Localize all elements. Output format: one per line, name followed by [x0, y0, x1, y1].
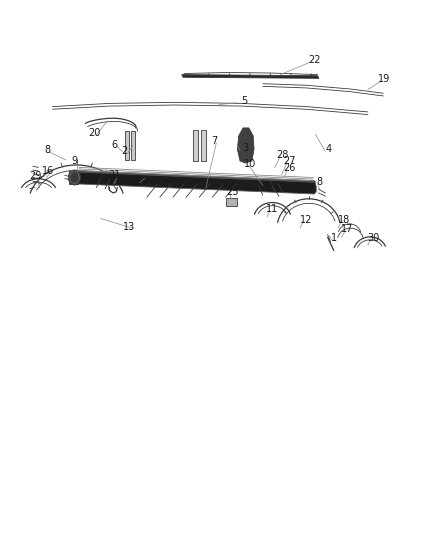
Text: 13: 13	[123, 222, 135, 231]
Text: 3: 3	[242, 143, 248, 153]
Text: 26: 26	[283, 163, 295, 173]
Polygon shape	[131, 131, 135, 160]
Text: 21: 21	[109, 170, 121, 180]
Text: 27: 27	[283, 156, 295, 166]
Text: 4: 4	[325, 144, 332, 154]
Polygon shape	[125, 131, 129, 160]
Text: 16: 16	[42, 166, 54, 175]
Polygon shape	[69, 171, 316, 194]
Polygon shape	[226, 198, 237, 206]
Text: 22: 22	[308, 55, 321, 64]
Text: 28: 28	[276, 150, 289, 159]
Text: 29: 29	[29, 171, 41, 181]
Text: 10: 10	[244, 159, 257, 168]
Text: 9: 9	[71, 156, 78, 166]
Text: 18: 18	[338, 215, 350, 224]
Text: 2: 2	[121, 147, 127, 156]
Polygon shape	[237, 128, 254, 163]
Text: 8: 8	[44, 146, 50, 155]
Text: 5: 5	[241, 96, 247, 106]
Text: 30: 30	[367, 233, 379, 243]
Text: 19: 19	[378, 74, 391, 84]
Text: 20: 20	[88, 128, 100, 138]
Text: 6: 6	[112, 140, 118, 150]
Text: 11: 11	[266, 204, 279, 214]
Polygon shape	[182, 75, 319, 78]
Text: 32: 32	[131, 176, 143, 186]
Text: 17: 17	[341, 224, 353, 234]
Text: 7: 7	[212, 136, 218, 146]
Polygon shape	[193, 130, 198, 161]
Text: 8: 8	[317, 177, 323, 187]
Circle shape	[68, 170, 81, 185]
Text: 25: 25	[226, 187, 238, 197]
Polygon shape	[201, 130, 206, 161]
Text: 1: 1	[331, 233, 337, 243]
Text: 12: 12	[300, 215, 312, 225]
Polygon shape	[69, 171, 78, 184]
